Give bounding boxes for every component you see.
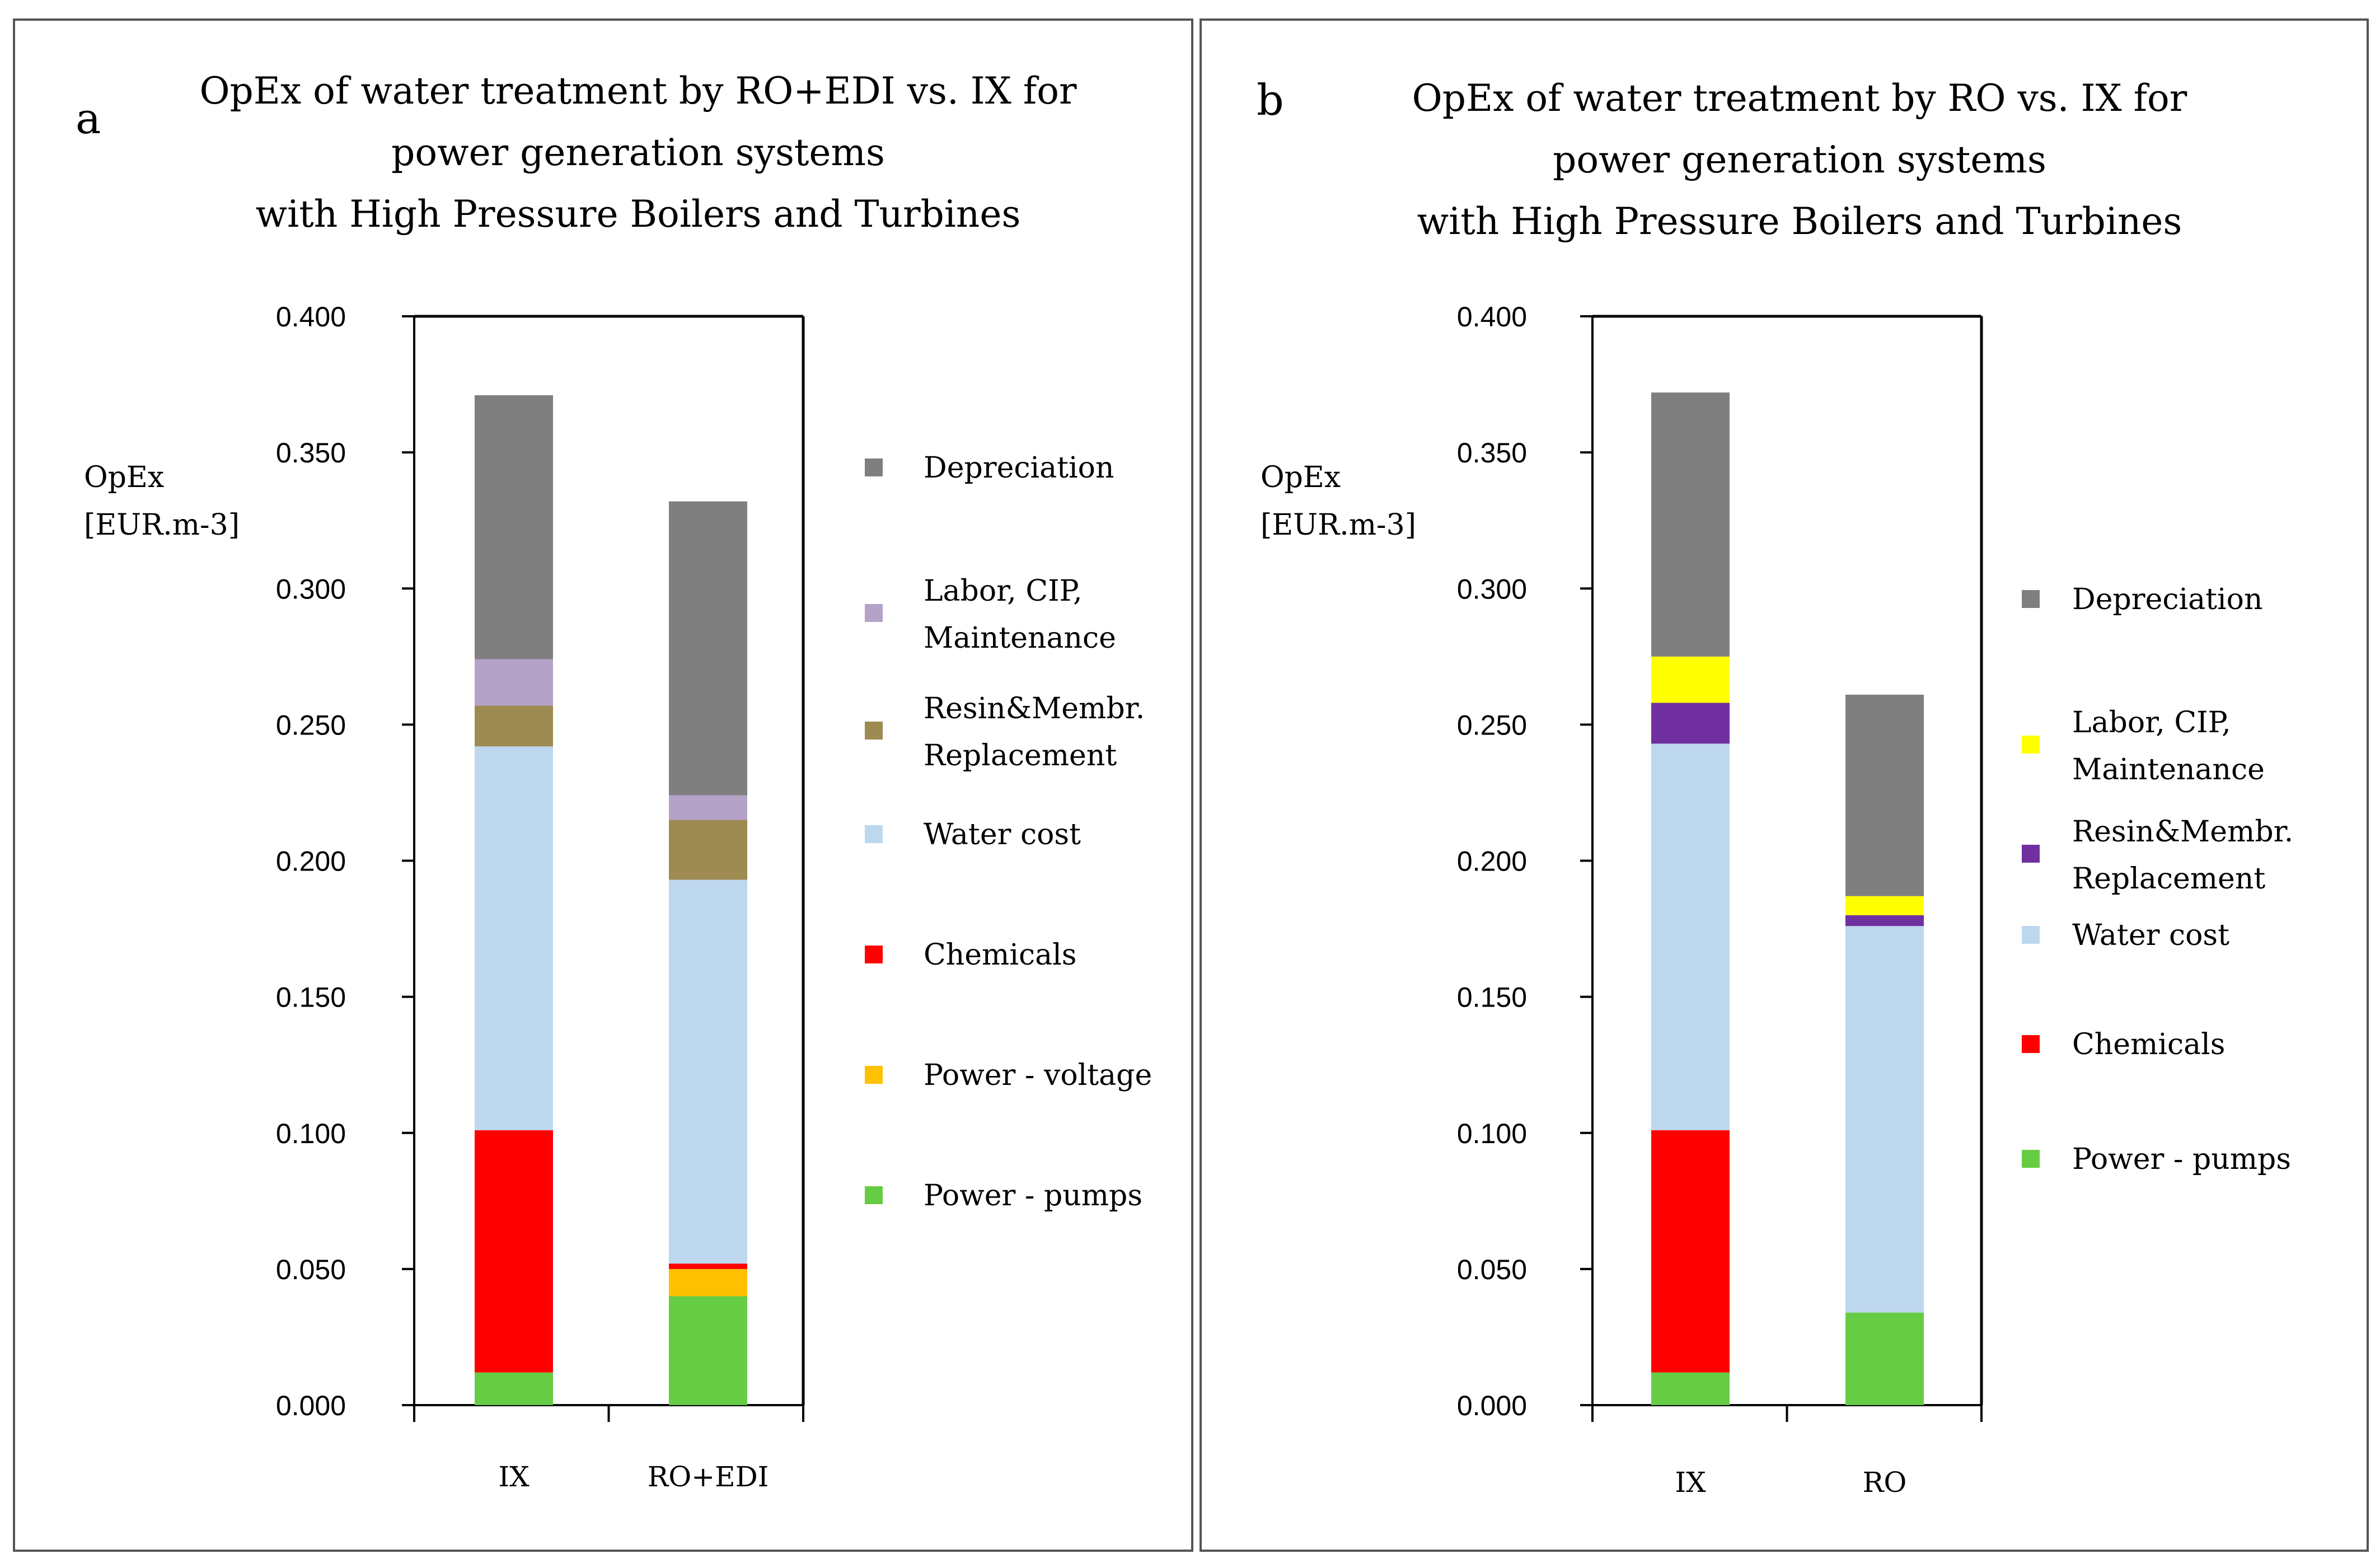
bar-segment <box>475 705 553 747</box>
legend-swatch <box>2022 1035 2040 1053</box>
legend-label: Water cost <box>924 818 1081 851</box>
legend-label: Depreciation <box>924 451 1114 485</box>
legend-swatch <box>2022 590 2040 608</box>
bar-segment <box>669 501 747 795</box>
chart-title-line-3: with High Pressure Boilers and Turbines <box>1417 200 2182 243</box>
bar-segment <box>475 1372 553 1405</box>
legend-swatch <box>865 1186 883 1204</box>
y-tick-label: 0.350 <box>276 437 346 469</box>
bar-segment <box>1651 1130 1730 1373</box>
bar-segment <box>1651 656 1730 703</box>
panel-b-frame <box>1200 18 2369 1552</box>
legend-label: Chemicals <box>2072 1028 2225 1061</box>
bar-segment <box>1845 694 1924 896</box>
y-tick-label: 0.200 <box>276 846 346 877</box>
legend-label: Maintenance <box>2072 753 2265 787</box>
legend-label: Labor, CIP, <box>924 574 1083 608</box>
bar-segment <box>475 659 553 706</box>
legend-label: Replacement <box>2072 862 2265 896</box>
y-tick-label: 0.300 <box>276 573 346 605</box>
bar-segment <box>669 820 747 880</box>
y-tick-label: 0.400 <box>276 301 346 333</box>
legend-label: Resin&Membr. <box>2072 815 2293 849</box>
legend-label: Chemicals <box>924 938 1076 972</box>
x-tick-label: RO <box>1863 1466 1907 1499</box>
y-axis-label-line-2: [EUR.m-3] <box>84 508 240 542</box>
chart-title-line-2: power generation systems <box>391 131 885 174</box>
bar-segment <box>1651 1372 1730 1405</box>
legend-label: Replacement <box>924 739 1117 773</box>
panel-label: a <box>76 93 101 143</box>
legend-swatch <box>865 458 883 476</box>
x-tick-label: IX <box>1675 1466 1706 1499</box>
chart-title-line-1: OpEx of water treatment by RO vs. IX for <box>1412 77 2187 120</box>
bar-segment <box>669 795 747 820</box>
legend-swatch <box>2022 845 2040 863</box>
bar-segment <box>1845 1312 1924 1405</box>
y-tick-label: 0.200 <box>1457 846 1527 877</box>
bar-segment <box>475 746 553 1130</box>
chart-title-line-1: OpEx of water treatment by RO+EDI vs. IX… <box>199 69 1077 113</box>
bar-segment <box>669 1263 747 1269</box>
bar-segment <box>1651 392 1730 657</box>
y-tick-label: 0.100 <box>1457 1118 1527 1149</box>
bar-segment <box>1845 915 1924 926</box>
plot-area-a: 0.000 0.050 0.100 0.150 0.200 0.250 0.300 0.350… <box>276 301 1152 1493</box>
panel-a-frame <box>13 18 1193 1552</box>
y-tick-label: 0.000 <box>1457 1390 1527 1421</box>
bar-segment <box>1651 703 1730 744</box>
y-tick-label: 0.400 <box>1457 301 1527 333</box>
x-tick-label: IX <box>498 1461 530 1493</box>
y-axis-label-line-1: OpEx <box>84 461 164 494</box>
legend-swatch <box>2022 736 2040 754</box>
panel-b: b OpEx of water treatment by RO vs. IX f… <box>1257 75 2187 542</box>
bar-segment <box>669 1269 747 1297</box>
legend-swatch <box>865 825 883 843</box>
y-tick-label: 0.300 <box>1457 573 1527 605</box>
bar-segment <box>1651 743 1730 1130</box>
y-tick-label: 0.350 <box>1457 437 1527 469</box>
y-tick-label: 0.150 <box>1457 982 1527 1013</box>
y-axis-label-line-2: [EUR.m-3] <box>1261 508 1416 542</box>
chart-title-line-3: with High Pressure Boilers and Turbines <box>256 193 1021 236</box>
legend-label: Labor, CIP, <box>2072 706 2231 740</box>
bar-segment <box>475 1130 553 1373</box>
legend-label: Power - pumps <box>924 1179 1142 1213</box>
chart-title-line-2: power generation systems <box>1553 138 2046 181</box>
panel-a: a OpEx of water treatment by RO+EDI vs. … <box>76 69 1077 542</box>
legend-swatch <box>2022 926 2040 944</box>
legend-label: Power - pumps <box>2072 1143 2291 1176</box>
legend-label: Maintenance <box>924 621 1116 655</box>
bar-segment <box>669 1296 747 1405</box>
y-tick-label: 0.100 <box>276 1118 346 1149</box>
legend-label: Power - voltage <box>924 1059 1152 1092</box>
bar-segment <box>669 879 747 1264</box>
legend-swatch <box>865 1066 883 1084</box>
y-tick-label: 0.050 <box>276 1254 346 1285</box>
panel-label: b <box>1257 75 1284 125</box>
bar-segment <box>475 395 553 659</box>
legend-label: Water cost <box>2072 919 2229 952</box>
legend-swatch <box>865 604 883 622</box>
legend-swatch <box>865 722 883 740</box>
legend-label: Resin&Membr. <box>924 692 1145 726</box>
legend-label: Depreciation <box>2072 583 2262 616</box>
y-tick-label: 0.150 <box>276 982 346 1013</box>
x-tick-label: RO+EDI <box>648 1461 769 1493</box>
y-tick-label: 0.250 <box>276 709 346 741</box>
legend-swatch <box>865 946 883 963</box>
y-tick-label: 0.250 <box>1457 709 1527 741</box>
y-tick-label: 0.000 <box>276 1390 346 1421</box>
bar-segment <box>1845 926 1924 1313</box>
y-tick-label: 0.050 <box>1457 1254 1527 1285</box>
plot-area-b: 0.000 0.050 0.100 0.150 0.200 0.250 0.300 0.350… <box>1457 301 2293 1499</box>
bar-segment <box>1845 896 1924 915</box>
y-axis-label-line-1: OpEx <box>1261 461 1341 494</box>
legend-swatch <box>2022 1150 2040 1168</box>
